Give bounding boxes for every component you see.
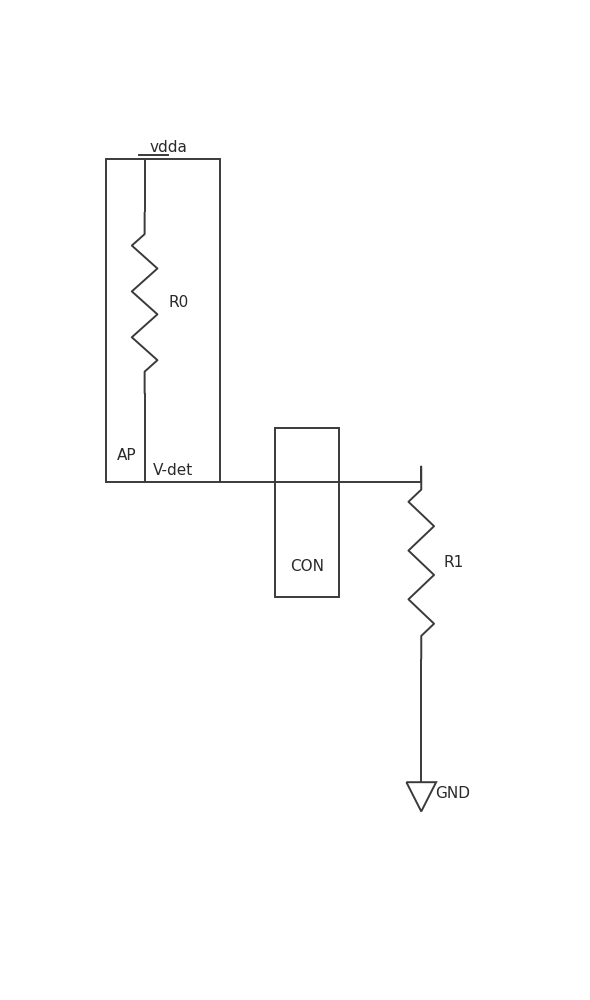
Text: CON: CON [290, 559, 324, 574]
Bar [106, 158, 220, 482]
Text: V-det: V-det [153, 463, 193, 478]
Text: vdda: vdda [149, 140, 187, 155]
Text: AP: AP [117, 448, 137, 463]
Text: R0: R0 [169, 295, 189, 310]
Text: R1: R1 [443, 555, 464, 570]
Bar [275, 428, 339, 597]
Text: GND: GND [435, 786, 470, 801]
